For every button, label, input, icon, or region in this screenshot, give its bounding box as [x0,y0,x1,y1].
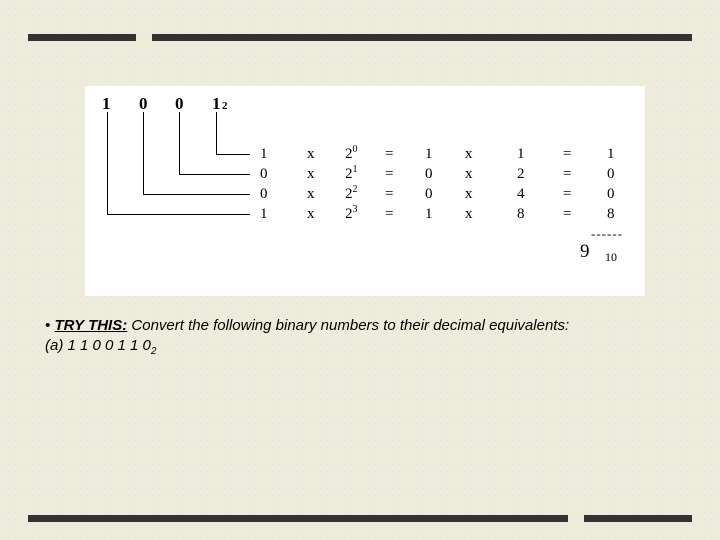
row-0-val: 1 [425,146,433,163]
sum-dashes: ------ [591,226,623,242]
binary-digit-0: 1 [102,94,111,114]
bottom-rule-right [584,515,692,522]
bullet: • [45,317,50,334]
row-1-eq2: = [563,166,571,183]
bracket-h-3 [107,214,250,215]
bracket-h-2 [143,194,250,195]
row-0-weight: 1 [517,146,525,163]
bracket-v-1 [179,112,180,174]
row-1-result: 0 [607,166,615,183]
row-3-times2: x [465,206,473,223]
bracket-v-3 [107,112,108,214]
row-0-digit: 1 [260,146,268,163]
row-1-power: 21 [345,166,358,183]
row-0-eq2: = [563,146,571,163]
row-3-eq2: = [563,206,571,223]
sum-result: 9 [580,241,590,263]
top-rule-right [152,34,692,41]
bracket-h-1 [179,174,250,175]
bracket-h-0 [216,154,250,155]
bracket-v-0 [216,112,217,154]
sum-result-sub: 10 [605,250,617,265]
row-2-val: 0 [425,186,433,203]
binary-digit-2: 0 [175,94,184,114]
row-3-power: 23 [345,206,358,223]
try-this-line2: (a) 1 1 0 0 1 1 0 [45,337,151,354]
row-2-eq1: = [385,186,393,203]
row-1-eq1: = [385,166,393,183]
binary-digit-3: 1 [212,94,221,114]
row-2-times1: x [307,186,315,203]
row-0-times1: x [307,146,315,163]
try-this-body: Convert the following binary numbers to … [127,317,569,334]
row-3-times1: x [307,206,315,223]
row-3-weight: 8 [517,206,525,223]
try-this-lead: TRY THIS: [54,317,127,334]
row-1-times2: x [465,166,473,183]
binary-digit-1: 0 [139,94,148,114]
row-0-power: 20 [345,146,358,163]
binary-subscript: 2 [222,100,228,112]
top-rule-left [28,34,136,41]
bottom-rule-left [28,515,568,522]
bracket-v-2 [143,112,144,194]
row-2-digit: 0 [260,186,268,203]
row-3-val: 1 [425,206,433,223]
try-this-sub: 2 [151,346,157,357]
row-3-result: 8 [607,206,615,223]
row-2-power: 22 [345,186,358,203]
row-1-weight: 2 [517,166,525,183]
row-2-times2: x [465,186,473,203]
row-0-result: 1 [607,146,615,163]
row-2-eq2: = [563,186,571,203]
row-2-weight: 4 [517,186,525,203]
row-0-times2: x [465,146,473,163]
diagram-box: 100121x20=1x1=10x21=0x2=00x22=0x4=01x23=… [85,86,645,296]
row-3-eq1: = [385,206,393,223]
row-1-times1: x [307,166,315,183]
row-1-val: 0 [425,166,433,183]
row-1-digit: 0 [260,166,268,183]
try-this-block: • TRY THIS: Convert the following binary… [45,316,680,357]
row-3-digit: 1 [260,206,268,223]
row-0-eq1: = [385,146,393,163]
row-2-result: 0 [607,186,615,203]
